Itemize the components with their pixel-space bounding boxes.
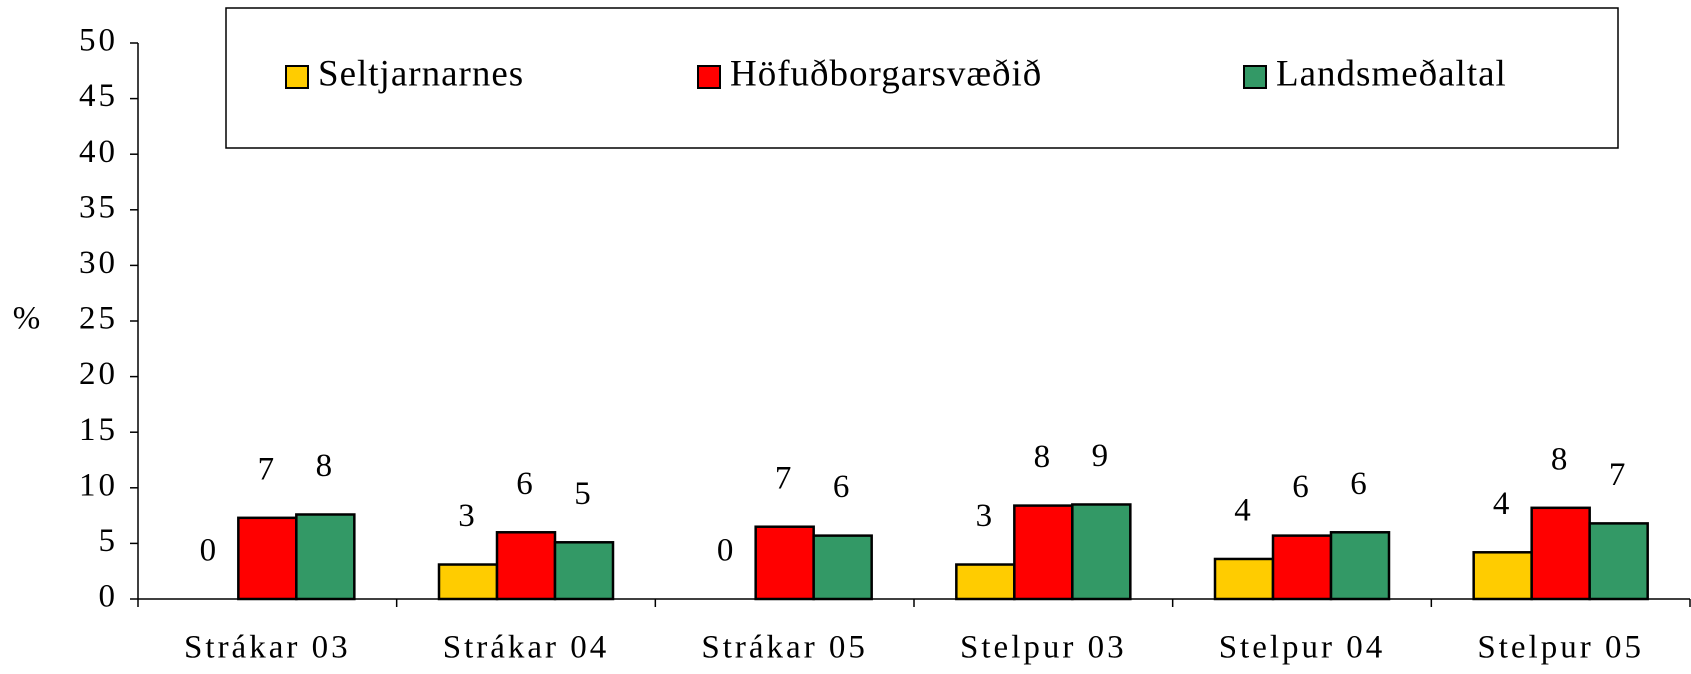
data-label: 6 <box>1292 469 1312 505</box>
data-label: 3 <box>458 498 478 534</box>
data-label: 5 <box>574 476 594 512</box>
legend-label: Höfuðborgarsvæðið <box>730 53 1042 94</box>
y-tick-label: 15 <box>79 412 118 448</box>
data-label: 7 <box>1609 457 1629 493</box>
y-tick-label: 45 <box>79 78 118 114</box>
legend-swatch <box>285 65 309 89</box>
x-tick-label: Strákar 05 <box>701 630 868 666</box>
data-label: 6 <box>516 466 536 502</box>
x-tick-label: Stelpur 03 <box>960 630 1127 666</box>
legend-label: Seltjarnarnes <box>318 53 524 94</box>
bar <box>812 534 873 601</box>
bar <box>495 531 557 601</box>
bar <box>1271 534 1333 601</box>
bar <box>1472 551 1533 601</box>
data-label: 0 <box>717 533 737 569</box>
legend-box <box>225 7 1619 149</box>
data-label: 8 <box>1551 441 1571 477</box>
data-label: 0 <box>200 533 220 569</box>
bar <box>1329 531 1391 601</box>
data-label: 4 <box>1234 493 1254 529</box>
data-label: 3 <box>976 498 996 534</box>
bar <box>1213 557 1275 601</box>
x-tick-label: Strákar 03 <box>184 630 351 666</box>
data-label: 6 <box>1350 466 1370 502</box>
data-label: 6 <box>833 469 853 505</box>
y-axis-label: % <box>13 301 44 337</box>
bar <box>955 563 1016 601</box>
y-tick-label: 5 <box>99 523 119 559</box>
bar <box>1588 522 1649 601</box>
legend-swatch <box>697 65 721 89</box>
bar <box>1013 504 1074 601</box>
x-tick-label: Stelpur 05 <box>1477 630 1644 666</box>
bar <box>553 541 615 601</box>
y-tick-label: 25 <box>79 301 118 337</box>
bar <box>237 516 298 601</box>
x-tick-label: Strákar 04 <box>443 630 610 666</box>
bar <box>1071 503 1132 601</box>
y-tick-label: 35 <box>79 189 118 225</box>
x-tick-label: Stelpur 04 <box>1219 630 1386 666</box>
bar <box>1530 506 1591 601</box>
bar <box>437 563 499 601</box>
y-tick-label: 50 <box>79 23 118 59</box>
bar <box>754 525 815 601</box>
data-label: 4 <box>1493 486 1513 522</box>
data-label: 7 <box>775 460 795 496</box>
data-label: 8 <box>316 448 336 484</box>
legend-label: Landsmeðaltal <box>1276 53 1507 94</box>
y-tick-label: 10 <box>79 467 118 503</box>
y-tick-label: 40 <box>79 134 118 170</box>
data-label: 9 <box>1092 438 1112 474</box>
y-tick-label: 30 <box>79 245 118 281</box>
bar <box>295 513 356 601</box>
legend-swatch <box>1243 65 1267 89</box>
y-tick-label: 0 <box>99 579 119 615</box>
y-tick-label: 20 <box>79 356 118 392</box>
data-label: 7 <box>258 451 278 487</box>
data-label: 8 <box>1034 439 1054 475</box>
